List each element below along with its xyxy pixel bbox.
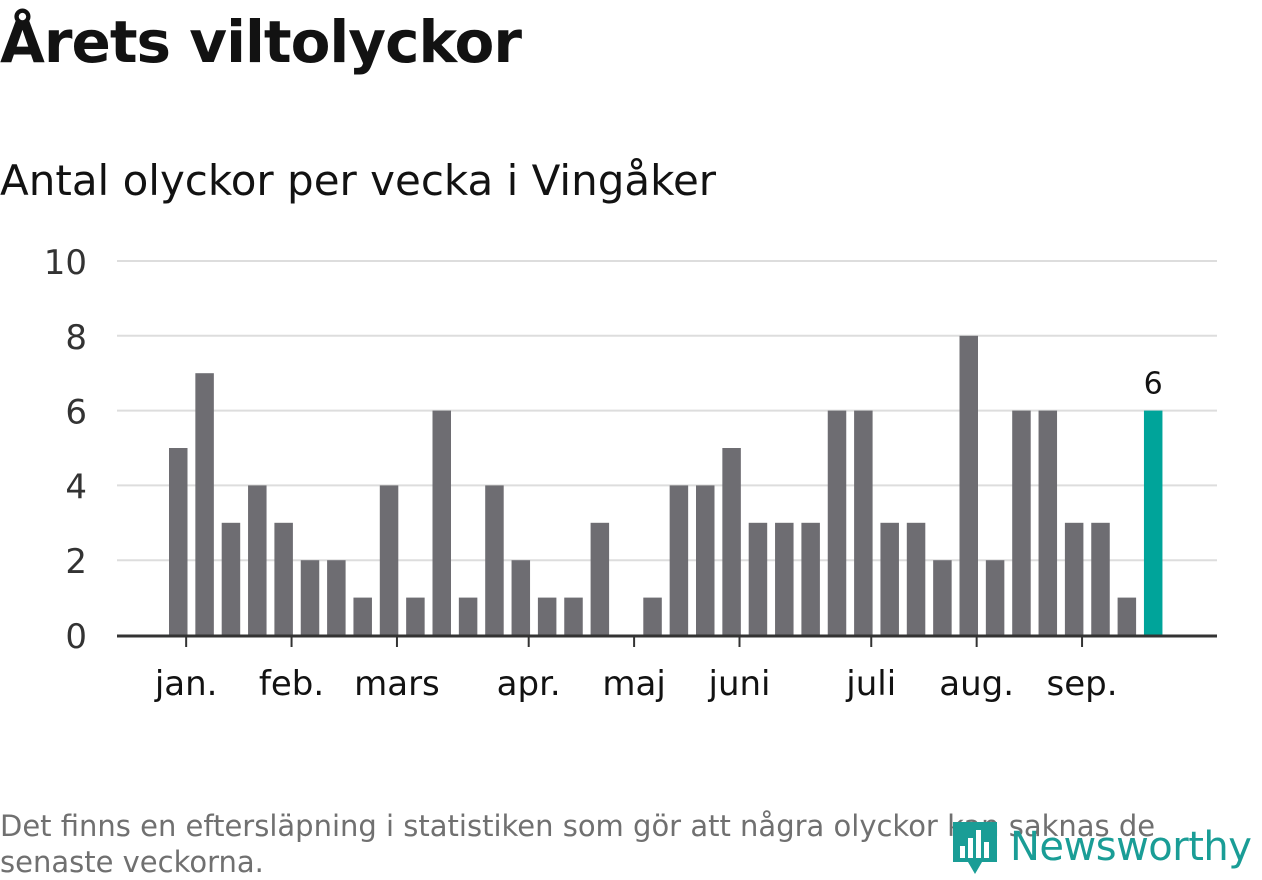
bar [564, 597, 583, 635]
bar [1117, 597, 1137, 635]
bar [959, 335, 978, 635]
bar [696, 485, 715, 635]
bar [327, 560, 346, 635]
x-tick-label: mars [354, 664, 440, 704]
bar [300, 560, 320, 635]
newsworthy-logo-icon [953, 822, 997, 874]
brand-logo[interactable]: Newsworthy [950, 816, 1252, 878]
x-tick-label: feb. [259, 664, 324, 704]
y-tick-label: 2 [65, 542, 87, 582]
bar-chart: 0 2 4 6 8 10 6 jan. feb. mars apr. maj juni juli aug. s… [44, 243, 1217, 704]
chart-title: Årets viltolyckor [0, 8, 522, 76]
y-tick-label: 10 [44, 243, 87, 283]
bar [827, 410, 847, 635]
x-tick-label: maj [602, 664, 665, 704]
x-tick-label: sep. [1047, 664, 1118, 704]
x-tick-label: juni [708, 664, 771, 704]
bar [933, 560, 952, 635]
bar [775, 522, 794, 635]
bar [1064, 522, 1084, 635]
bar [1091, 522, 1110, 635]
bar [485, 485, 504, 635]
bar [248, 485, 267, 635]
bar-highlight [1143, 410, 1163, 635]
bar [722, 448, 741, 635]
x-tick-label: apr. [497, 664, 561, 704]
bar-value-label: 6 [1144, 367, 1163, 402]
x-tick-label: jan. [154, 664, 218, 704]
bar [537, 597, 557, 635]
y-tick-label: 6 [65, 393, 87, 433]
bar [458, 597, 478, 635]
bar [801, 522, 820, 635]
bar [169, 448, 188, 635]
bar [195, 373, 214, 635]
brand-name: Newsworthy [1010, 824, 1252, 870]
bar [880, 522, 899, 635]
bar [353, 597, 372, 635]
bar [432, 410, 451, 635]
x-tick-label: juli [845, 664, 896, 704]
bar [985, 560, 1005, 635]
bar [274, 522, 293, 635]
y-tick-label: 0 [65, 617, 87, 657]
bar [511, 560, 531, 635]
bar [590, 522, 610, 635]
y-tick-label: 8 [65, 318, 87, 358]
bar [669, 485, 689, 635]
bar [643, 597, 662, 635]
bar [406, 597, 425, 635]
bar [906, 522, 926, 635]
bar [379, 485, 399, 635]
chart-subtitle: Antal olyckor per vecka i Vingåker [0, 156, 717, 205]
x-tick-label: aug. [939, 664, 1014, 704]
bar [748, 522, 768, 635]
bar [854, 410, 873, 635]
bar [1012, 410, 1031, 635]
y-tick-label: 4 [65, 467, 87, 507]
bar [1038, 410, 1058, 635]
bar [221, 522, 241, 635]
